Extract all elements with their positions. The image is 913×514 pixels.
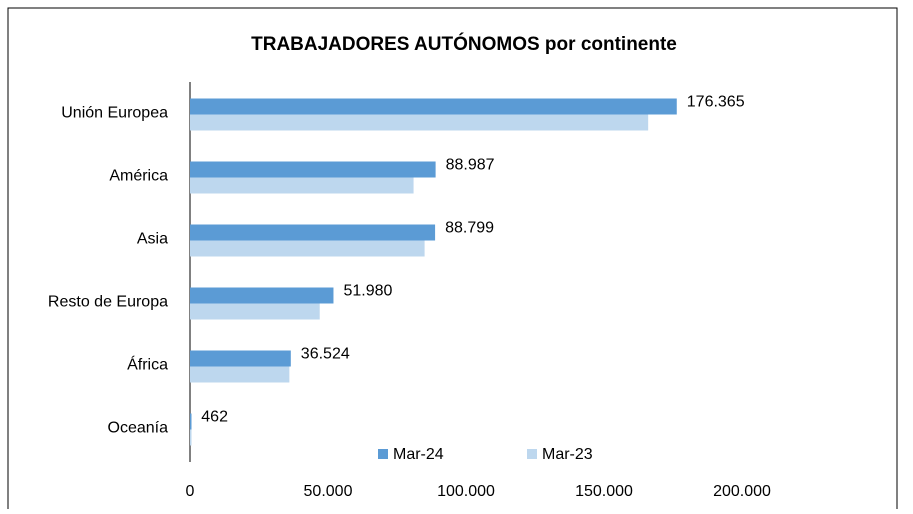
y-tick-label: Asia [137,231,168,248]
y-tick-label: África [127,355,168,374]
bar [190,114,649,131]
bar [190,413,192,430]
legend-swatch [378,449,388,459]
bar [190,366,290,383]
legend-label: Mar-24 [393,446,444,463]
y-tick-label: Unión Europea [61,105,168,122]
bar [190,224,436,241]
data-label: 462 [201,409,228,426]
data-label: 51.980 [343,283,392,300]
x-tick-label: 200.000 [713,483,771,500]
bar [190,177,414,194]
y-tick-label: América [109,168,168,185]
bar [190,287,334,304]
data-label: 88.987 [446,157,495,174]
bar [190,429,192,446]
y-tick-label: Oceanía [108,420,169,437]
bar [190,98,677,115]
chart-title: TRABAJADORES AUTÓNOMOS por continente [251,33,677,55]
legend-label: Mar-23 [542,446,593,463]
bar [190,303,320,320]
bar [190,161,436,178]
bar [190,350,291,367]
legend-swatch [527,449,537,459]
data-label: 36.524 [301,346,350,363]
x-tick-label: 150.000 [575,483,633,500]
x-tick-label: 0 [186,483,195,500]
data-label: 88.799 [445,220,494,237]
data-label: 176.365 [687,94,745,111]
bar [190,240,425,257]
y-tick-label: Resto de Europa [48,294,168,311]
x-tick-label: 100.000 [437,483,495,500]
chart-frame [7,7,898,514]
x-tick-label: 50.000 [304,483,353,500]
